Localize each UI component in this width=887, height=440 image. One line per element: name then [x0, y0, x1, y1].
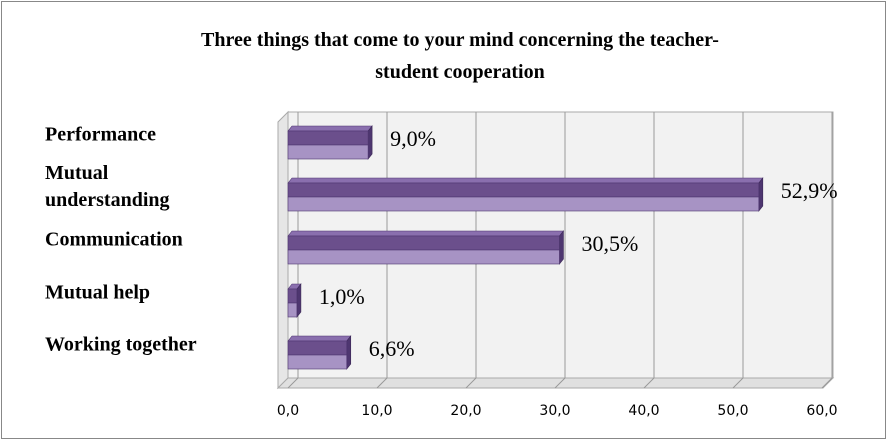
x-tick-label: 50,0 — [717, 403, 748, 419]
data-label: 1,0% — [319, 284, 365, 309]
bar-side — [346, 335, 352, 370]
bar-lower — [287, 196, 760, 212]
bar-side — [367, 125, 373, 160]
bar — [287, 340, 348, 356]
data-label: 52,9% — [781, 178, 838, 203]
x-tick-label: 30,0 — [539, 403, 570, 419]
floor-grid-line — [287, 377, 299, 389]
floor-grid-line — [732, 377, 744, 389]
bar-lower — [287, 302, 298, 318]
floor-grid-line — [554, 377, 566, 389]
bar — [287, 182, 760, 198]
y-tick-label: Working together — [45, 333, 197, 356]
bar-top — [287, 230, 565, 237]
x-tick-label: 10,0 — [361, 403, 392, 419]
side-wall — [277, 110, 289, 390]
bar — [287, 130, 369, 146]
bar-top — [287, 335, 352, 342]
bar-lower — [287, 249, 560, 265]
x-tick-label: 60,0 — [806, 403, 837, 419]
floor-grid-line — [821, 377, 833, 389]
bar-side — [559, 230, 564, 265]
data-label: 30,5% — [581, 231, 638, 256]
data-label: 9,0% — [390, 126, 436, 151]
bar-lower — [287, 144, 369, 160]
bar-side — [758, 177, 764, 212]
bar-lower — [287, 354, 348, 370]
x-tick-label: 0,0 — [277, 403, 299, 419]
y-tick-label: Communication — [45, 228, 183, 251]
x-tick-label: 20,0 — [450, 403, 481, 419]
y-tick-label: Mutual understanding — [45, 162, 170, 211]
floor-grid-line — [376, 377, 388, 389]
bar-top — [287, 125, 373, 132]
bar-top — [287, 177, 764, 184]
bar — [287, 235, 560, 251]
y-tick-label: Mutual help — [45, 281, 151, 304]
data-label: 6,6% — [369, 336, 415, 361]
x-tick-label: 40,0 — [628, 403, 659, 419]
floor — [276, 377, 835, 389]
y-tick-label: Performance — [45, 123, 157, 146]
chart-title: Three things that come to your mind conc… — [201, 29, 719, 83]
bar-side — [296, 283, 302, 318]
floor-grid-line — [465, 377, 477, 389]
floor-grid-line — [643, 377, 655, 389]
bar — [287, 288, 298, 304]
